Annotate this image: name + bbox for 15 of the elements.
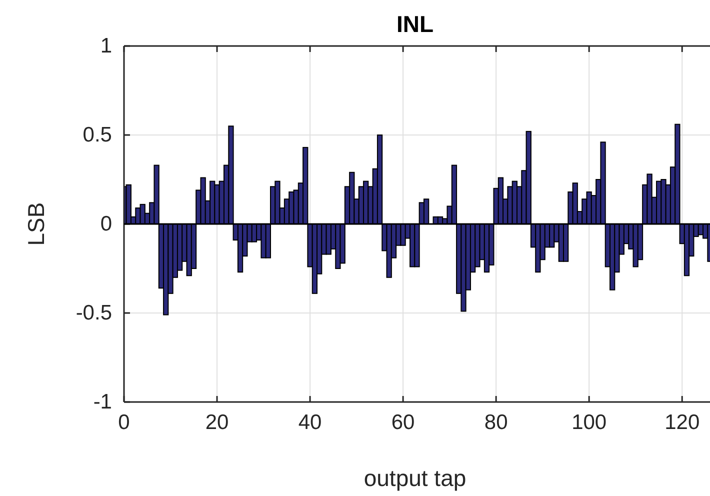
y-tick-label: -1 — [93, 390, 112, 414]
x-tick-label: 20 — [205, 410, 229, 434]
x-axis-title: output tap — [364, 465, 466, 491]
y-tick-label: 0 — [100, 212, 112, 236]
x-tick-label: 0 — [118, 410, 130, 434]
x-tick-label: 40 — [298, 410, 322, 434]
y-tick-label: -0.5 — [76, 302, 112, 325]
x-tick-label: 80 — [484, 410, 508, 434]
chart-title: INL — [396, 11, 434, 37]
y-tick-label: 1 — [100, 34, 112, 58]
x-tick-label: 60 — [391, 410, 415, 434]
x-tick-label: 120 — [664, 410, 700, 434]
y-tick-label: 0.5 — [82, 124, 112, 147]
y-axis-title: LSB — [23, 202, 49, 246]
x-tick-label: 100 — [572, 410, 607, 434]
